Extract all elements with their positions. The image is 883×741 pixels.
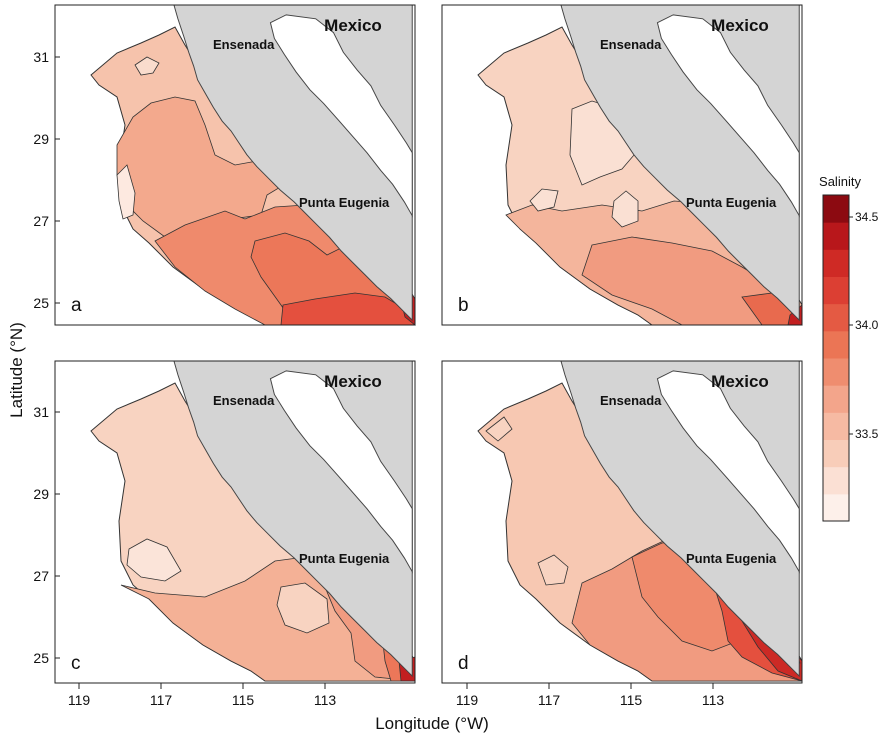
colorbar-cell xyxy=(823,439,849,468)
lon-tick-label: 115 xyxy=(620,692,643,708)
colorbar-tick-label: 34.5 xyxy=(855,210,879,224)
colorbar-cell xyxy=(823,276,849,305)
panel-d: Mexico Ensenada Punta Eugenia d xyxy=(441,360,803,684)
colorbar-title: Salinity xyxy=(819,174,861,189)
colorbar-cell xyxy=(823,303,849,332)
city-label: Ensenada xyxy=(213,37,275,52)
panel-letter: b xyxy=(458,295,469,316)
city-label: Ensenada xyxy=(600,393,662,408)
panel-a: Mexico Ensenada Punta Eugenia a xyxy=(54,4,416,326)
lon-tick-label: 115 xyxy=(232,692,255,708)
panel-letter: a xyxy=(71,295,82,316)
colorbar-tick-label: 34.0 xyxy=(855,318,879,332)
x-axis-label: Longitude (°W) xyxy=(375,714,489,733)
country-label: Mexico xyxy=(324,372,382,391)
cape-label: Punta Eugenia xyxy=(299,551,390,566)
lon-tick-label: 119 xyxy=(456,692,479,708)
lon-tick-label: 113 xyxy=(314,692,337,708)
lat-tick-label: 29 xyxy=(33,486,49,502)
panel-letter: d xyxy=(458,653,469,674)
colorbar-cell xyxy=(823,330,849,359)
colorbar-cell xyxy=(823,358,849,386)
y-axis-label: Latitude (°N) xyxy=(7,322,26,418)
city-label: Ensenada xyxy=(213,393,275,408)
panel-letter: c xyxy=(71,653,81,674)
colorbar-cell xyxy=(823,195,849,223)
colorbar-tick-label: 33.5 xyxy=(855,427,879,441)
lat-ticks-bottom: 31 29 27 25 xyxy=(33,404,49,666)
colorbar xyxy=(823,195,849,522)
panel-b: Mexico Ensenada Punta Eugenia b xyxy=(441,4,803,326)
lat-tick-label: 27 xyxy=(33,213,49,229)
panel-c: Mexico Ensenada Punta Eugenia c xyxy=(54,360,416,684)
lat-tick-label: 25 xyxy=(33,650,49,666)
lat-tick-label: 31 xyxy=(33,404,49,420)
colorbar-cell xyxy=(823,466,849,495)
cape-label: Punta Eugenia xyxy=(686,195,777,210)
lat-tick-label: 31 xyxy=(33,49,49,65)
city-label: Ensenada xyxy=(600,37,662,52)
colorbar-cell xyxy=(823,222,849,250)
lon-ticks-left: 119 117 115 113 xyxy=(68,692,337,708)
country-label: Mexico xyxy=(711,372,769,391)
colorbar-cell xyxy=(823,385,849,413)
lat-ticks-top: 31 29 27 25 xyxy=(33,49,49,311)
lon-ticks-right: 119 117 115 113 xyxy=(456,692,725,708)
lon-tick-label: 113 xyxy=(702,692,725,708)
lon-tick-label: 117 xyxy=(538,692,561,708)
lon-tick-label: 117 xyxy=(150,692,173,708)
colorbar-cell xyxy=(823,412,849,440)
country-label: Mexico xyxy=(711,16,769,35)
lat-tick-label: 25 xyxy=(33,295,49,311)
lat-tick-label: 27 xyxy=(33,568,49,584)
cape-label: Punta Eugenia xyxy=(686,551,777,566)
colorbar-cell xyxy=(823,493,849,522)
lat-tick-label: 29 xyxy=(33,131,49,147)
cape-label: Punta Eugenia xyxy=(299,195,390,210)
colorbar-cell xyxy=(823,249,849,277)
lon-tick-label: 119 xyxy=(68,692,91,708)
country-label: Mexico xyxy=(324,16,382,35)
